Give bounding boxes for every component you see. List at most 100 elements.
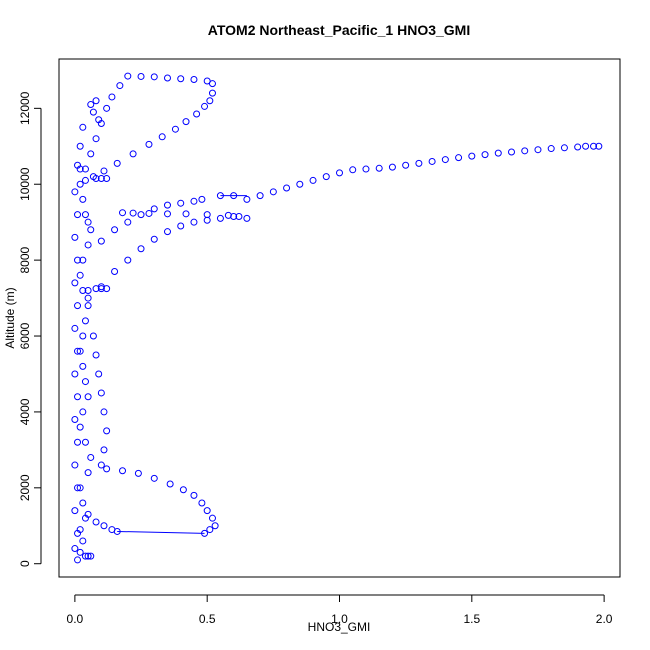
data-point — [590, 142, 598, 150]
data-point — [190, 75, 198, 83]
y-tick-label: 6000 — [18, 322, 32, 349]
data-point — [81, 438, 89, 446]
data-point — [76, 180, 84, 188]
data-point — [74, 529, 82, 537]
data-point — [177, 199, 185, 207]
chart-title: ATOM2 Northeast_Pacific_1 HNO3_GMI — [208, 22, 470, 38]
data-point — [100, 446, 108, 454]
data-point — [560, 144, 568, 152]
data-point — [71, 233, 79, 241]
data-point — [208, 514, 216, 522]
data-point — [402, 161, 410, 169]
data-point — [129, 209, 137, 217]
y-tick-label: 0 — [18, 560, 32, 567]
data-point — [92, 135, 100, 143]
data-point — [74, 211, 82, 219]
data-point — [87, 226, 95, 234]
data-point — [134, 469, 142, 477]
data-point — [95, 370, 103, 378]
data-point — [428, 157, 436, 165]
data-point — [74, 161, 82, 169]
data-point — [150, 73, 158, 81]
data-point — [309, 176, 317, 184]
data-point — [97, 237, 105, 245]
data-point — [211, 522, 219, 530]
data-point — [521, 147, 529, 155]
data-point — [190, 491, 198, 499]
data-point — [116, 82, 124, 90]
data-point — [203, 211, 211, 219]
data-point — [100, 522, 108, 530]
data-point — [92, 97, 100, 105]
data-point — [595, 142, 603, 150]
x-tick-label: 1.0 — [331, 612, 348, 626]
plot-frame — [58, 58, 621, 578]
data-point — [76, 484, 84, 492]
data-point — [216, 214, 224, 222]
data-point — [87, 150, 95, 158]
data-point — [124, 72, 132, 80]
data-point — [92, 285, 100, 293]
data-point — [145, 140, 153, 148]
data-point — [103, 104, 111, 112]
data-point — [81, 176, 89, 184]
data-point — [97, 285, 105, 293]
data-point — [97, 389, 105, 397]
data-point — [92, 175, 100, 183]
data-point — [208, 80, 216, 88]
data-point — [349, 166, 357, 174]
data-point — [190, 197, 198, 205]
data-point — [76, 142, 84, 150]
data-point — [84, 302, 92, 310]
data-point — [124, 218, 132, 226]
data-point — [163, 74, 171, 82]
data-point — [137, 72, 145, 80]
data-point — [100, 408, 108, 416]
data-point — [79, 256, 87, 264]
data-point — [100, 167, 108, 175]
data-point — [119, 209, 127, 217]
data-point — [150, 474, 158, 482]
data-point — [208, 89, 216, 97]
y-tick-label: 10000 — [18, 167, 32, 201]
data-point — [415, 159, 423, 167]
data-point — [362, 165, 370, 173]
data-point — [71, 416, 79, 424]
data-point — [84, 241, 92, 249]
data-point — [158, 133, 166, 141]
data-point — [481, 151, 489, 159]
data-point — [87, 552, 95, 560]
data-point — [89, 108, 97, 116]
data-points — [71, 72, 603, 564]
data-point — [95, 116, 103, 124]
data-point — [79, 286, 87, 294]
data-point — [84, 294, 92, 302]
line-segments — [117, 195, 247, 534]
data-point — [108, 93, 116, 101]
data-point — [87, 453, 95, 461]
data-point — [97, 461, 105, 469]
data-point — [243, 195, 251, 203]
data-point — [71, 188, 79, 196]
data-point — [243, 214, 251, 222]
data-point — [283, 184, 291, 192]
data-point — [336, 169, 343, 177]
data-point — [79, 332, 87, 340]
data-point — [224, 211, 232, 219]
data-point — [582, 142, 590, 150]
x-tick-label: 2.0 — [596, 612, 613, 626]
data-point — [455, 154, 463, 162]
data-point — [190, 218, 198, 226]
data-point — [508, 148, 516, 156]
data-point — [84, 286, 92, 294]
data-point — [375, 164, 383, 172]
data-point — [198, 499, 206, 507]
data-point — [230, 192, 238, 200]
data-point — [74, 256, 82, 264]
data-point — [150, 205, 158, 213]
y-tick-label: 4000 — [18, 398, 32, 425]
data-point — [113, 527, 121, 535]
data-point — [81, 378, 89, 386]
data-point — [163, 228, 171, 236]
data-point — [103, 465, 111, 473]
